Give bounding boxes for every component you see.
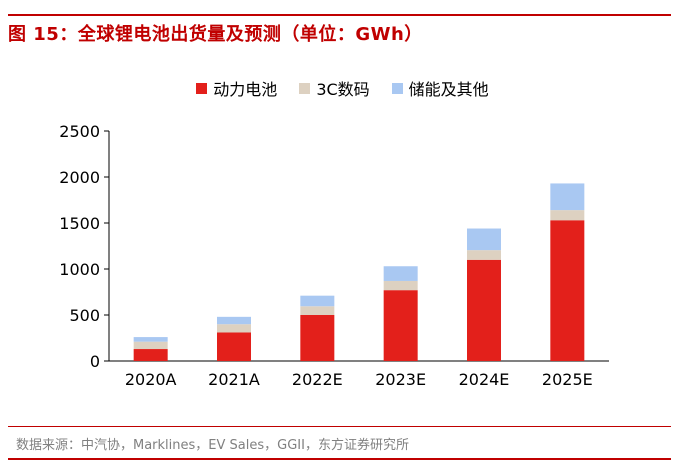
- legend-swatch-consumer: [299, 82, 311, 94]
- bar-segment-2023E-power: [383, 290, 418, 361]
- bar-segment-2022E-power: [300, 315, 335, 361]
- y-tick-label: 2500: [59, 122, 100, 141]
- y-tick-label: 1500: [59, 214, 100, 233]
- legend-swatch-storage: [391, 82, 403, 94]
- figure-title: 图 15：全球锂电池出货量及预测（单位：GWh）: [8, 24, 423, 45]
- bar-segment-2025E-power: [550, 220, 585, 361]
- x-tick-label: 2024E: [459, 370, 510, 389]
- bar-segment-2024E-consumer: [467, 250, 501, 260]
- legend-item-power: 动力电池: [196, 76, 277, 100]
- legend-label-consumer: 3C数码: [316, 80, 370, 99]
- y-tick-label: 1000: [59, 260, 100, 279]
- legend-label-power: 动力电池: [213, 80, 278, 99]
- y-tick-label: 2000: [59, 168, 100, 187]
- source-top-rule: [8, 426, 671, 427]
- bar-segment-2022E-storage: [300, 295, 335, 307]
- x-tick-label: 2021A: [208, 370, 260, 389]
- title-top-rule: [8, 14, 671, 16]
- chart-legend: 动力电池 3C数码 储能及其他: [0, 76, 685, 100]
- x-tick-label: 2025E: [542, 370, 593, 389]
- bar-segment-2020A-consumer: [133, 341, 168, 350]
- bar-segment-2022E-consumer: [300, 306, 335, 315]
- bar-segment-2025E-consumer: [550, 210, 585, 221]
- legend-label-storage: 储能及其他: [408, 80, 489, 99]
- stacked-bar-chart: 0 500 1000 1500 2000 2500 2020A 2021A 2022E 2023E…: [59, 122, 609, 389]
- legend-item-consumer: 3C数码: [299, 76, 370, 100]
- bar-segment-2020A-storage: [133, 337, 168, 342]
- footer-rule: [8, 458, 671, 460]
- x-tick-label: 2023E: [375, 370, 426, 389]
- bar-segment-2024E-power: [467, 259, 501, 361]
- legend-swatch-power: [196, 82, 208, 94]
- bar-segment-2021A-power: [217, 332, 251, 361]
- x-tick-label: 2022E: [292, 370, 343, 389]
- bar-segment-2023E-consumer: [383, 280, 418, 291]
- bar-segment-2024E-storage: [467, 228, 501, 251]
- bar-segment-2021A-storage: [217, 316, 251, 325]
- bar-segment-2020A-power: [133, 349, 168, 361]
- x-tick-label: 2020A: [125, 370, 177, 389]
- legend-item-storage: 储能及其他: [391, 76, 489, 100]
- y-tick-label: 500: [69, 306, 100, 325]
- bar-segment-2021A-consumer: [217, 324, 251, 333]
- bar-segment-2025E-storage: [550, 183, 585, 211]
- bar-segment-2023E-storage: [383, 266, 418, 281]
- y-tick-label: 0: [90, 352, 100, 371]
- data-source-note: 数据来源：中汽协，Marklines，EV Sales，GGII，东方证券研究所: [16, 438, 409, 453]
